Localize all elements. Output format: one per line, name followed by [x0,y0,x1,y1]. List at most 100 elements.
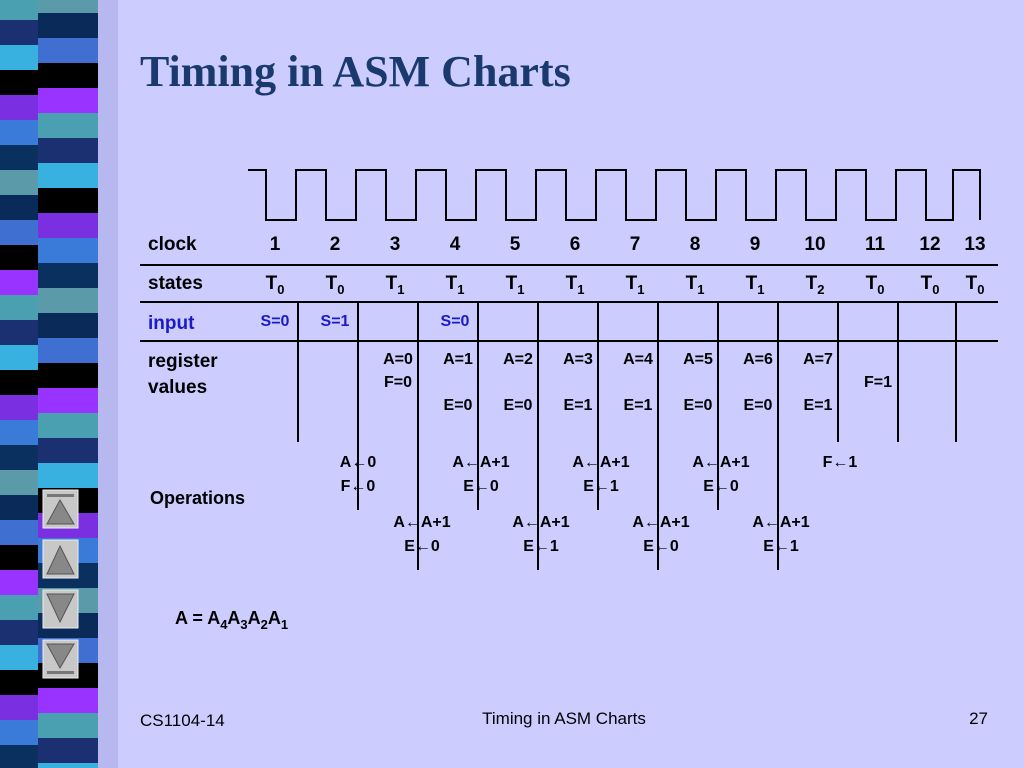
stripe [0,395,38,420]
stripe [38,288,98,313]
register-value: E=0 [744,397,773,414]
subscript: 0 [977,282,984,297]
stripe [38,13,98,38]
base: T [866,273,878,294]
stripe [0,520,38,545]
register-value: A=5 [683,351,713,368]
stripe-edge [98,0,118,768]
stripe [0,220,38,245]
register-label: values [148,377,207,398]
stripe [0,745,38,768]
operation: A←A+1 [572,454,629,471]
last-button[interactable] [42,639,79,679]
slide-title: Timing in ASM Charts [140,47,571,96]
base: T [806,273,818,294]
subscript: 0 [877,282,884,297]
register-value: F=1 [864,374,892,391]
table-rules [140,264,998,342]
register-value: E=1 [624,397,653,414]
base: T [686,273,698,294]
stripe [38,88,98,113]
stripe [38,63,98,88]
formula-lhs: A = [175,608,207,628]
stripe [0,720,38,745]
footer-left: CS1104-14 [140,711,225,730]
base: T [266,273,278,294]
stripe [38,363,98,388]
base: T [506,273,518,294]
prev-button[interactable] [42,539,79,579]
term-sub: 4 [220,617,228,632]
stripe [38,213,98,238]
clock-number: 7 [630,234,641,255]
term-sub: 3 [240,617,247,632]
operation: E←1 [583,478,619,495]
stripe [38,38,98,63]
stripe [0,245,38,270]
stripe [0,370,38,395]
stripe [0,695,38,720]
input-value: S=1 [321,313,350,330]
stripe [0,70,38,95]
column-rules [297,302,957,570]
next-button[interactable] [42,589,79,629]
stripe [0,470,38,495]
clock-number: 4 [450,234,461,255]
clock-number: 2 [330,234,341,255]
stripe [0,0,38,20]
stripe [0,345,38,370]
state: T1 [626,273,645,297]
footer-center: Timing in ASM Charts [482,709,646,728]
subscript: 1 [517,282,524,297]
clock-number: 12 [919,234,940,255]
clock-label: clock [148,234,197,255]
register-value: A=6 [743,351,773,368]
register-value: A=1 [443,351,473,368]
stripe [0,145,38,170]
stripe [38,263,98,288]
stripe [38,163,98,188]
stripe [38,188,98,213]
clock-number: 6 [570,234,581,255]
operation: E←0 [703,478,739,495]
stripe [0,95,38,120]
operation: A←A+1 [632,514,689,531]
subscript: 0 [337,282,344,297]
base: T [921,273,933,294]
operation: F←0 [341,478,376,495]
register-value: A=2 [503,351,533,368]
clock-number: 13 [964,234,985,255]
operation: A←A+1 [752,514,809,531]
subscript: 1 [637,282,644,297]
operation: A←A+1 [452,454,509,471]
stripe [38,738,98,763]
operation: E←0 [463,478,499,495]
register-label: register [148,351,218,372]
stripe [0,445,38,470]
stripe [38,138,98,163]
first-button[interactable] [42,489,79,529]
stripe [0,195,38,220]
operation: E←1 [523,538,559,555]
state: T0 [266,273,285,297]
register-value: E=1 [564,397,593,414]
state: T0 [866,273,885,297]
subscript: 0 [277,282,284,297]
clock-number: 8 [690,234,701,255]
operation: E←1 [763,538,799,555]
stripe [38,313,98,338]
stripe [0,170,38,195]
stripe [38,0,98,13]
stripe [0,320,38,345]
subscript: 0 [932,282,939,297]
state: T1 [446,273,465,297]
stripe [0,20,38,45]
state: T2 [806,273,825,297]
stripe [38,338,98,363]
state: T0 [921,273,940,297]
stripe [38,463,98,488]
term-base: A [207,608,220,628]
stripe [0,570,38,595]
